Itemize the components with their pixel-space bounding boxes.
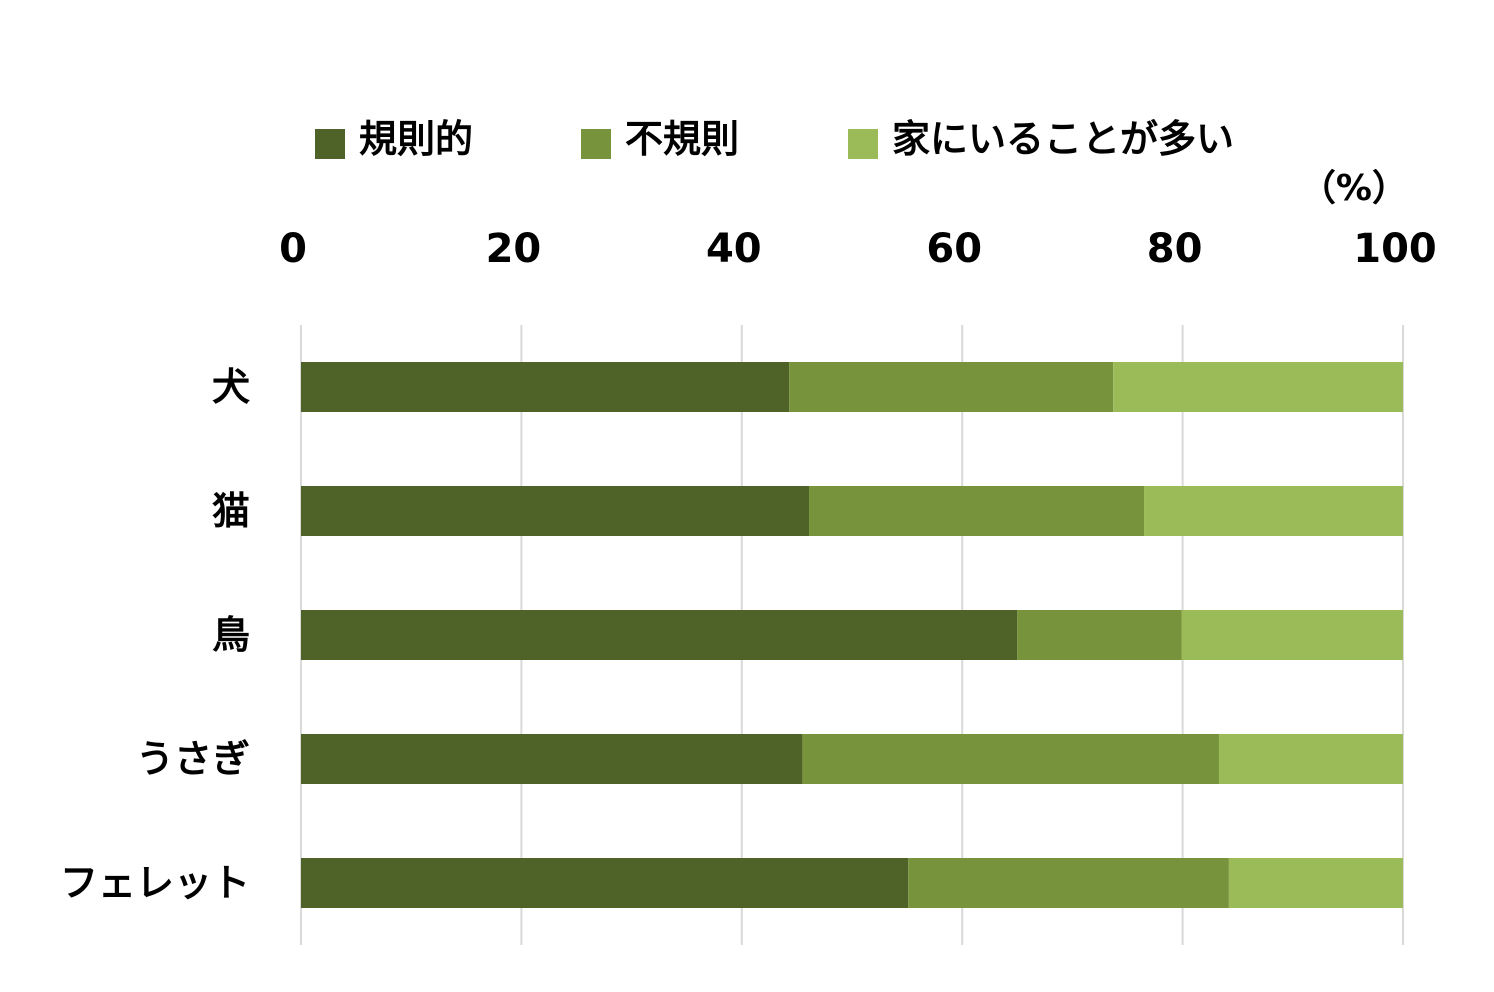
legend-label: 規則的 <box>359 117 473 161</box>
bar-segment <box>301 362 790 412</box>
bar-segment <box>789 362 1114 412</box>
x-axis-ticks: 0 20 40 60 80 100 <box>279 226 1437 272</box>
bar-segment <box>1228 858 1403 908</box>
bar-segment <box>301 486 810 536</box>
bar-segment <box>301 610 1018 660</box>
unit-label: （%） <box>1300 168 1408 209</box>
legend-swatch <box>581 129 611 159</box>
category-label: 鳥 <box>212 613 250 657</box>
bar-segment <box>1181 610 1403 660</box>
x-tick-label: 0 <box>279 226 307 272</box>
category-label: 猫 <box>212 489 250 533</box>
bar-segment <box>1017 610 1182 660</box>
x-tick-label: 40 <box>706 226 762 272</box>
legend-label: 不規則 <box>625 117 739 161</box>
category-label: 犬 <box>212 365 250 409</box>
category-label: フェレット <box>60 861 250 905</box>
bar-segment <box>908 858 1229 908</box>
bars <box>301 362 1403 908</box>
x-tick-label: 60 <box>926 226 982 272</box>
x-tick-label: 20 <box>486 226 542 272</box>
bar-segment <box>802 734 1219 784</box>
legend-swatch <box>315 129 345 159</box>
bar-segment <box>1113 362 1403 412</box>
category-label: うさぎ <box>136 737 250 781</box>
legend-swatch <box>848 129 878 159</box>
legend-label: 家にいることが多い <box>892 117 1234 161</box>
x-tick-label: 80 <box>1147 226 1203 272</box>
bar-segment <box>809 486 1145 536</box>
legend: 規則的 不規則 家にいることが多い <box>315 117 1234 161</box>
x-tick-label: 100 <box>1353 226 1437 272</box>
bar-segment <box>301 734 803 784</box>
bar-segment <box>1218 734 1403 784</box>
bar-segment <box>1144 486 1403 536</box>
bar-segment <box>301 858 909 908</box>
